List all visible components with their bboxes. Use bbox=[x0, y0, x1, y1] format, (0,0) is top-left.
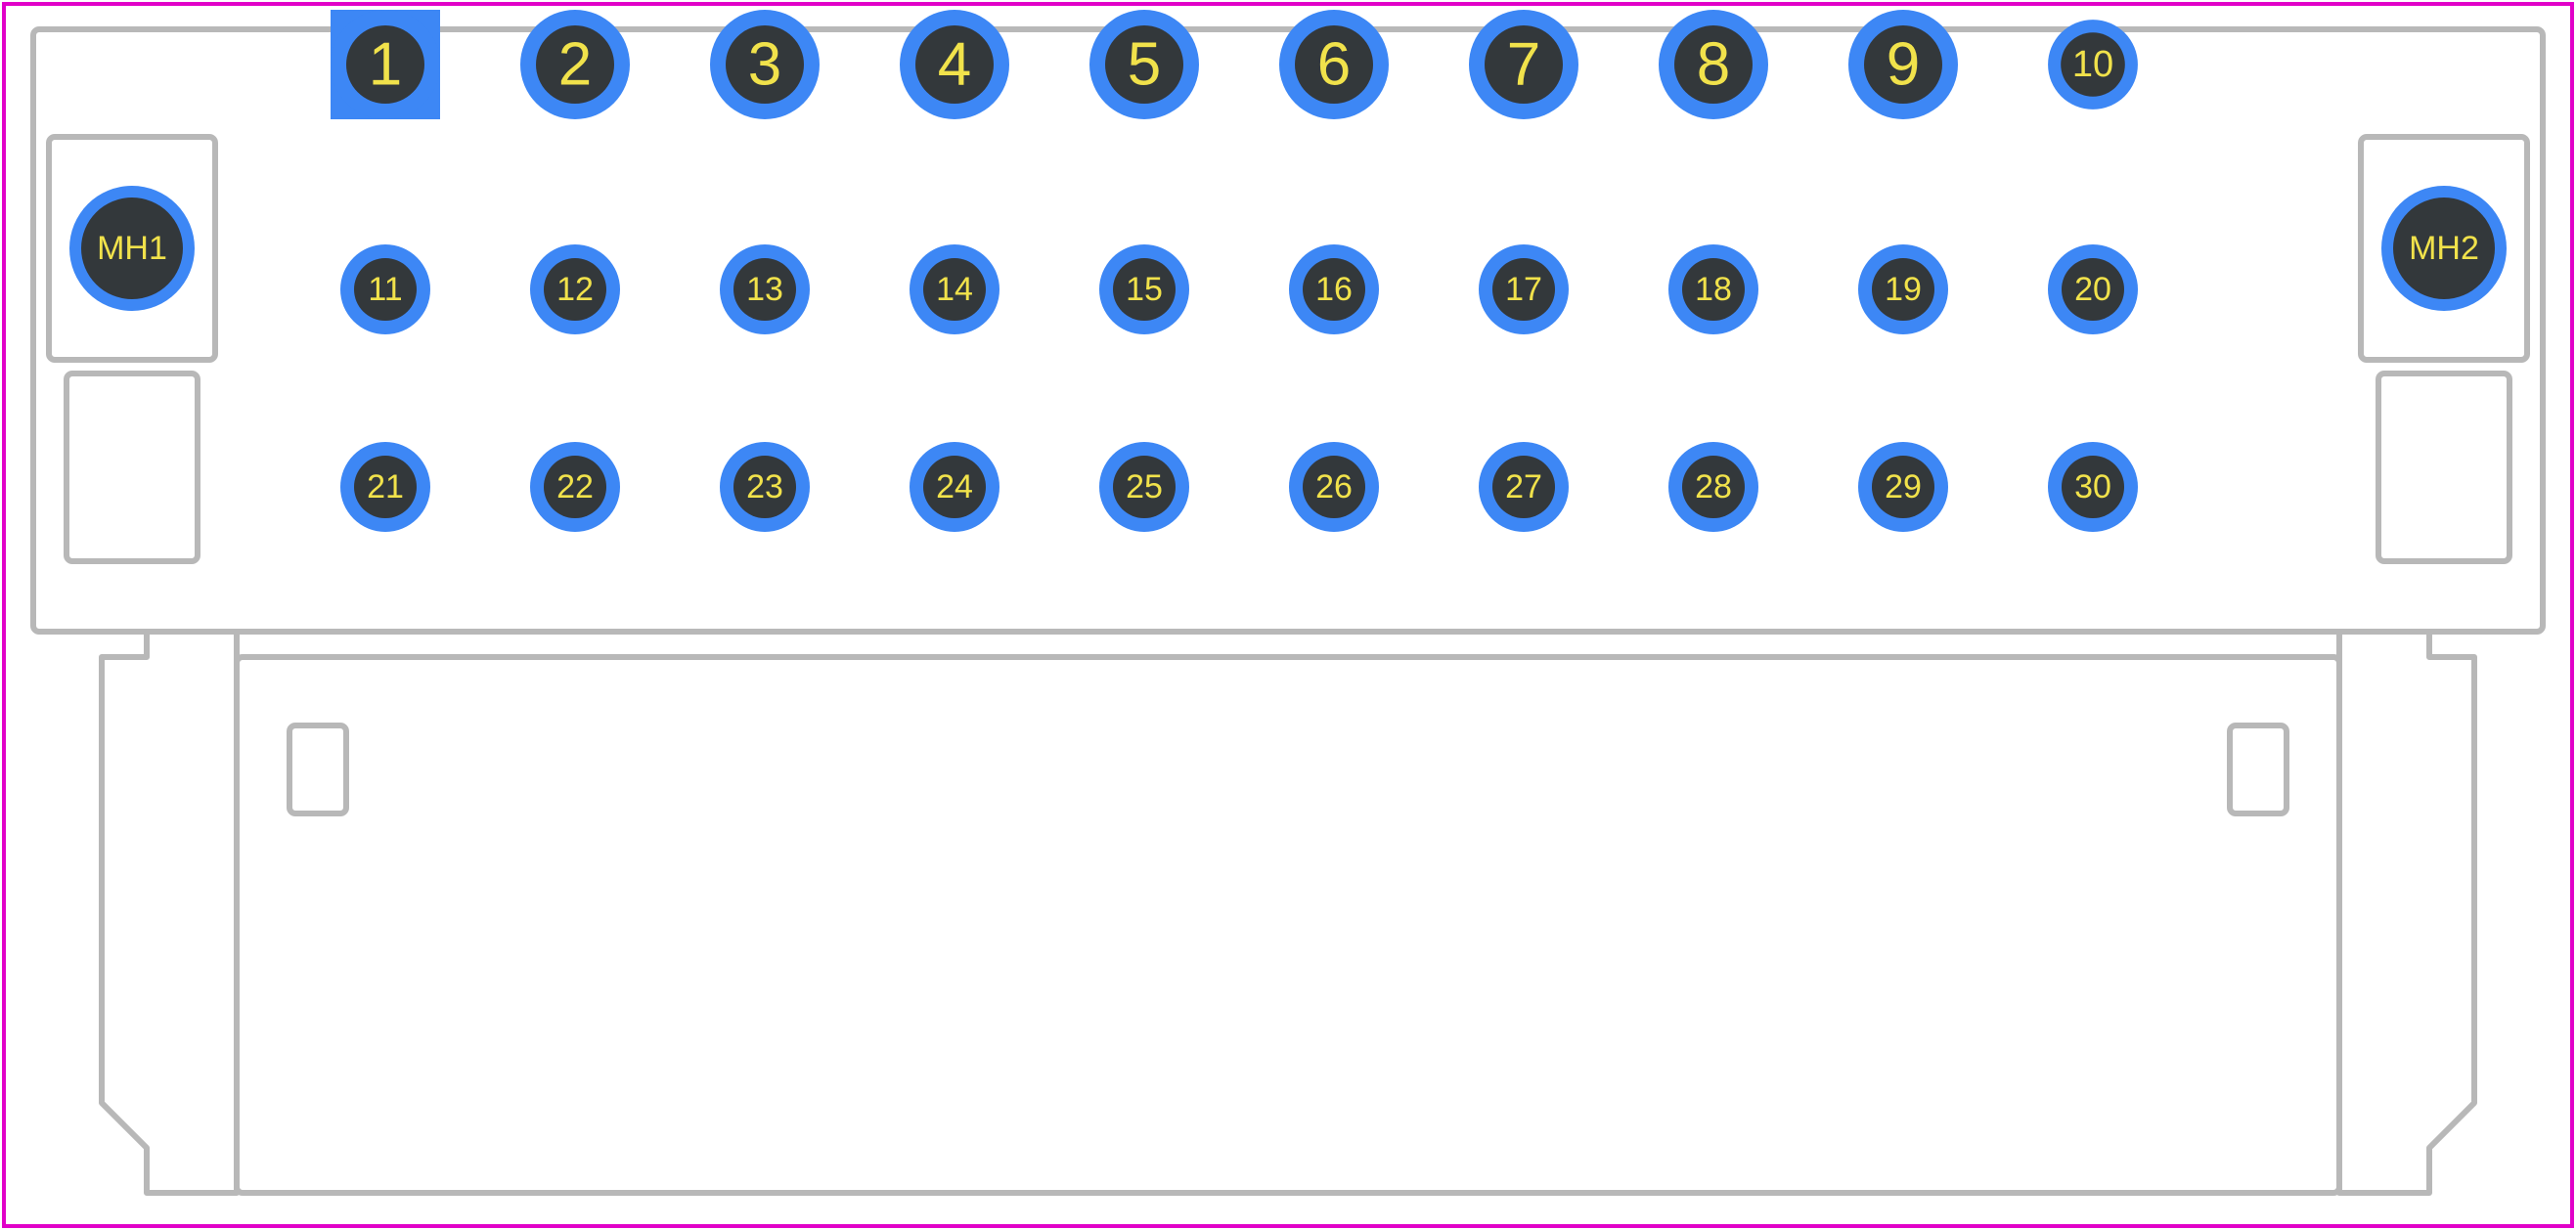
pad-24-label: 24 bbox=[936, 468, 973, 505]
pad-23-label: 23 bbox=[746, 468, 783, 505]
pad-5-label: 5 bbox=[1128, 31, 1161, 99]
pad-8-label: 8 bbox=[1697, 31, 1730, 99]
pad-17: 17 bbox=[1479, 244, 1569, 334]
pad-14-label: 14 bbox=[936, 271, 973, 308]
pad-5: 5 bbox=[1089, 10, 1199, 119]
pad-11: 11 bbox=[340, 244, 430, 334]
pad-13: 13 bbox=[720, 244, 810, 334]
pad-21: 21 bbox=[340, 442, 430, 532]
pad-26-label: 26 bbox=[1315, 468, 1353, 505]
pad-2: 2 bbox=[520, 10, 630, 119]
outline-lower-left-tab bbox=[102, 632, 237, 1193]
pad-16-label: 16 bbox=[1315, 271, 1353, 308]
pad-30: 30 bbox=[2048, 442, 2138, 532]
pad-7: 7 bbox=[1469, 10, 1578, 119]
pad-18-label: 18 bbox=[1695, 271, 1732, 308]
pad-20: 20 bbox=[2048, 244, 2138, 334]
pad-6-label: 6 bbox=[1317, 31, 1351, 99]
pad-12-label: 12 bbox=[556, 271, 594, 308]
pad-3-label: 3 bbox=[748, 31, 781, 99]
pad-mh2: MH2 bbox=[2381, 186, 2507, 311]
pad-10-label: 10 bbox=[2072, 44, 2113, 85]
pad-10: 10 bbox=[2048, 20, 2138, 110]
pad-15-label: 15 bbox=[1126, 271, 1163, 308]
pad-9-label: 9 bbox=[1887, 31, 1920, 99]
pad-23: 23 bbox=[720, 442, 810, 532]
pad-2-label: 2 bbox=[558, 31, 592, 99]
pad-15: 15 bbox=[1099, 244, 1189, 334]
pad-7-label: 7 bbox=[1507, 31, 1540, 99]
pad-18: 18 bbox=[1668, 244, 1758, 334]
pad-mh1: MH1 bbox=[69, 186, 195, 311]
pad-28: 28 bbox=[1668, 442, 1758, 532]
pad-14: 14 bbox=[910, 244, 999, 334]
pad-16: 16 bbox=[1289, 244, 1379, 334]
outline-lower-right-tab bbox=[2339, 632, 2474, 1193]
pad-1-label: 1 bbox=[369, 31, 402, 99]
pad-12: 12 bbox=[530, 244, 620, 334]
pad-21-label: 21 bbox=[367, 468, 404, 505]
pad-19-label: 19 bbox=[1885, 271, 1922, 308]
footprint-svg: 1234567891011121314151617181920212223242… bbox=[0, 0, 2576, 1230]
pad-20-label: 20 bbox=[2074, 271, 2111, 308]
outline-upper-body bbox=[33, 29, 2543, 632]
pad-29: 29 bbox=[1858, 442, 1948, 532]
pad-4-label: 4 bbox=[938, 31, 971, 99]
pad-8: 8 bbox=[1659, 10, 1768, 119]
outline-lower-body bbox=[237, 657, 2339, 1193]
pad-6: 6 bbox=[1279, 10, 1389, 119]
pad-17-label: 17 bbox=[1505, 271, 1542, 308]
pad-1: 1 bbox=[331, 10, 440, 119]
pad-26: 26 bbox=[1289, 442, 1379, 532]
pad-9: 9 bbox=[1848, 10, 1958, 119]
pad-24: 24 bbox=[910, 442, 999, 532]
pad-3: 3 bbox=[710, 10, 820, 119]
pad-30-label: 30 bbox=[2074, 468, 2111, 505]
pad-mh1-label: MH1 bbox=[97, 230, 167, 267]
pad-25: 25 bbox=[1099, 442, 1189, 532]
pad-mh2-label: MH2 bbox=[2409, 230, 2479, 267]
pad-11-label: 11 bbox=[368, 271, 402, 308]
pad-28-label: 28 bbox=[1695, 468, 1732, 505]
pad-27-label: 27 bbox=[1505, 468, 1542, 505]
pad-25-label: 25 bbox=[1126, 468, 1163, 505]
pad-13-label: 13 bbox=[746, 271, 783, 308]
pad-19: 19 bbox=[1858, 244, 1948, 334]
pad-4: 4 bbox=[900, 10, 1009, 119]
pad-29-label: 29 bbox=[1885, 468, 1922, 505]
pad-27: 27 bbox=[1479, 442, 1569, 532]
pad-22-label: 22 bbox=[556, 468, 594, 505]
footprint-canvas: 1234567891011121314151617181920212223242… bbox=[0, 0, 2576, 1230]
pad-22: 22 bbox=[530, 442, 620, 532]
